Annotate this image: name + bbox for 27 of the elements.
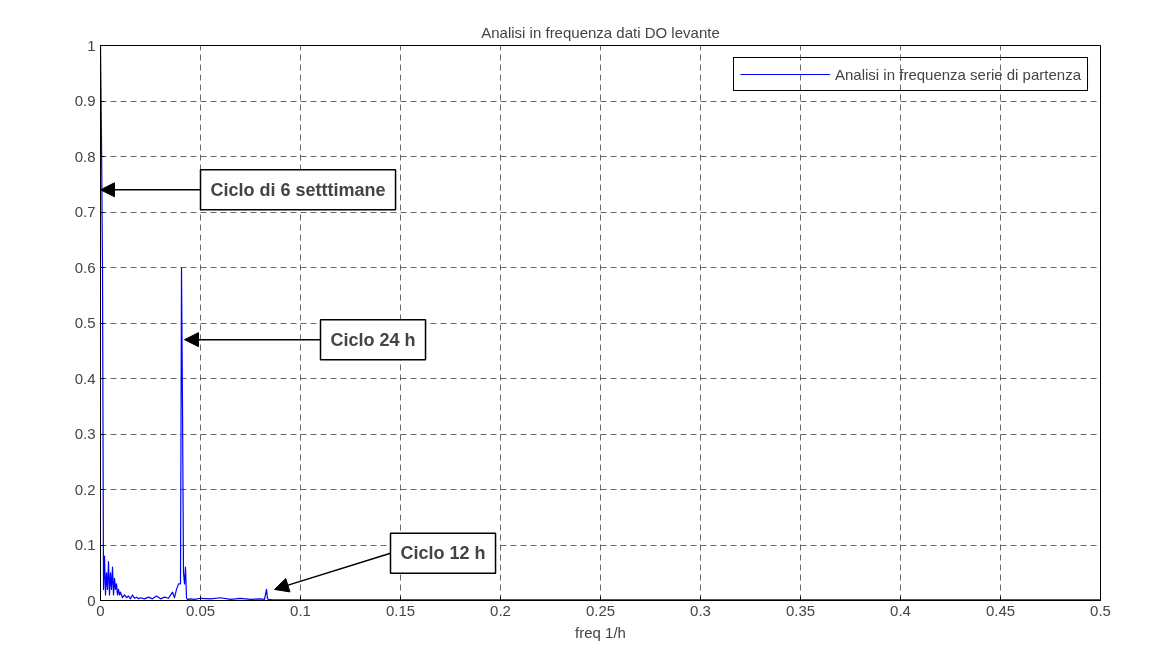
x-tick-label: 0.45 [985, 601, 1016, 619]
y-tick-label: 0.3 [74, 425, 96, 442]
x-tick-label: 0.25 [585, 601, 616, 619]
y-tick-label: 1 [87, 36, 96, 54]
y-tick-label: 0.9 [74, 92, 96, 109]
text: Analisi in frequenza serie di partenza [835, 65, 1081, 83]
y-tick-label: 0.5 [74, 314, 96, 331]
y-tick-label: 0.8 [74, 147, 96, 165]
annotation: Ciclo 12 h [400, 543, 486, 564]
x-tick-label: 0.05 [185, 601, 216, 619]
annotation: Ciclo di 6 setttimane [210, 179, 386, 200]
x-tick-label: 0.2 [490, 601, 511, 619]
x-tick-label: 0.15 [385, 601, 416, 619]
chart-title: Analisi in frequenza dati DO levante [481, 23, 720, 41]
x-tick-label: 0.3 [690, 601, 711, 619]
line-series [100, 45, 1101, 601]
annotation: Ciclo 24 h [330, 329, 416, 350]
x-tick-label: 0.5 [1090, 601, 1111, 619]
y-tick-label: 0.6 [74, 258, 96, 276]
y-tick-label: 0.7 [74, 203, 96, 220]
y-tick-label: 0.2 [74, 480, 96, 498]
y-tick-label: 0.4 [74, 369, 96, 387]
x-tick-label: 0.4 [890, 601, 911, 619]
x-axis-title: freq 1/h [575, 623, 626, 641]
x-tick-label: 0.35 [785, 601, 816, 619]
y-tick-label: 0.1 [74, 536, 96, 553]
x-tick-label: 0.1 [290, 601, 311, 619]
